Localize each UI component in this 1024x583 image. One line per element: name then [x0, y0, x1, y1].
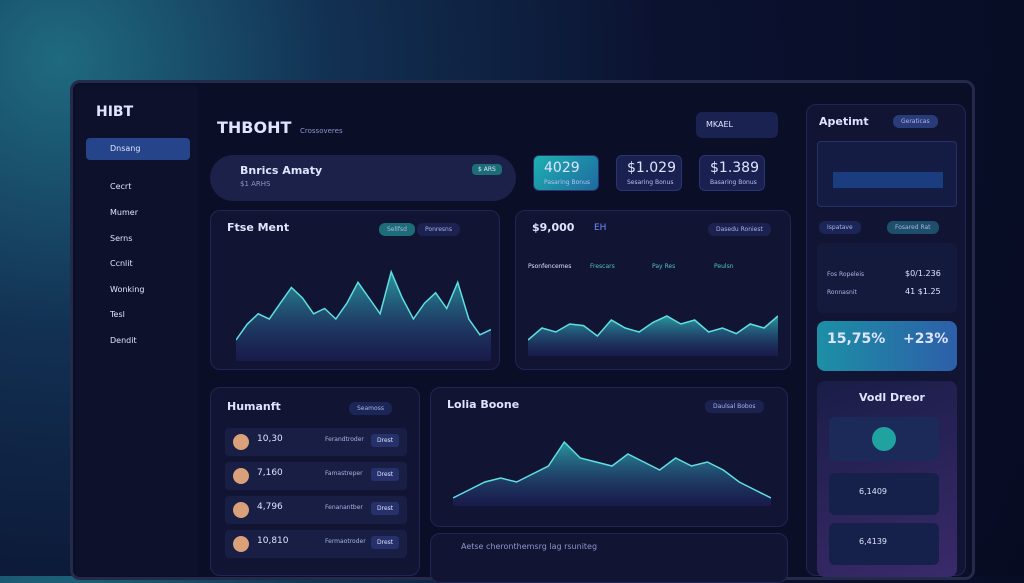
row-label: Ronnasnit [827, 289, 857, 296]
menu-item[interactable]: Mumer [110, 208, 138, 217]
item-label: Fermaotroder [325, 538, 366, 545]
list-panel: Humanft Seamoss 10,30 Ferandtroder Drest 7,… [210, 387, 420, 576]
stat-label: Basaring Bonus [710, 179, 757, 186]
chart-unit: EH [594, 223, 607, 233]
menu-item[interactable]: Dnsang [86, 138, 190, 160]
highlight-right: +23% [903, 331, 949, 347]
avatar [233, 434, 249, 450]
menu-item[interactable]: Tesl [110, 310, 125, 319]
menu-item[interactable]: Wonking [110, 284, 145, 294]
highlight-left: 15,75% [827, 331, 886, 347]
chart-plot [236, 269, 491, 361]
item-action[interactable]: Drest [371, 434, 400, 447]
row-label: Fos Ropeleis [827, 271, 865, 278]
stat-card: $1.389 Basaring Bonus [699, 155, 765, 191]
legend-item: Frescars [590, 263, 615, 270]
bottom-panel: Aetse cheronthemsrg lag rsuniteg [430, 533, 788, 583]
list-item: 10,30 Ferandtroder Drest [225, 428, 407, 456]
summary-subtitle: $1 ARHS [240, 180, 271, 188]
stat-value: $1.029 [627, 160, 676, 176]
menu-item[interactable]: Cecrt [110, 182, 132, 191]
chart-plot [453, 440, 771, 506]
summary-title: Bnrics Amaty [240, 164, 323, 177]
highlight-card: 15,75% +23% [817, 321, 957, 371]
stat-label: Pasaring Bonus [544, 179, 590, 186]
avatar [233, 536, 249, 552]
chart-panel: $9,000 EH Dasedu Roniest Psonfencemes Fresca… [515, 210, 791, 370]
list-item: 7,160 Famastreper Drest [225, 462, 407, 490]
wallet-item: 6,1409 [829, 473, 939, 515]
item-value: 7,160 [257, 468, 283, 478]
item-label: Famastreper [325, 470, 363, 477]
chart-title: $9,000 [532, 221, 575, 234]
chart-tab[interactable]: Dasedu Roniest [708, 223, 771, 236]
list-filter[interactable]: Seamoss [349, 402, 392, 415]
legend-item: Pay Res [652, 263, 676, 270]
chart-title: Lolia Boone [447, 398, 520, 411]
page-subtitle: Crossoveres [300, 127, 343, 135]
menu-item[interactable]: Ccnlit [110, 259, 133, 268]
avatar [233, 502, 249, 518]
right-chart [817, 141, 957, 207]
page-title: THBOHT [217, 118, 292, 137]
chart-panel: Lolia Boone Daulsal Bobos [430, 387, 788, 527]
sidebar: HIBT Dnsang Cecrt Mumer Serns Ccnlit Wonking T… [76, 86, 198, 576]
legend-item: Peulsn [714, 263, 734, 270]
item-action[interactable]: Drest [371, 536, 400, 549]
header-button[interactable]: MKAEL [696, 112, 778, 138]
line [528, 315, 778, 341]
right-tab[interactable]: Fosared Rat [887, 221, 939, 234]
wallet-card: Vodl Dreor 6,1409 6,4139 [817, 381, 957, 577]
area [453, 442, 771, 506]
stat-label: Sesaring Bonus [627, 179, 674, 186]
list-item: 4,796 Fenanantber Drest [225, 496, 407, 524]
row-value: 41 $1.25 [905, 287, 941, 296]
stat-value: 4029 [544, 160, 580, 176]
right-table: Fos Ropeleis $0/1.236 Ronnasnit 41 $1.25 [817, 243, 957, 313]
area [236, 271, 491, 361]
right-button[interactable]: Geraticas [893, 115, 938, 128]
row-value: $0/1.236 [905, 269, 941, 278]
item-value: 4,796 [257, 502, 283, 512]
right-panel: Apetimt Geraticas Ispatave Fosared Rat F… [806, 104, 966, 577]
wallet-item: 6,4139 [829, 523, 939, 565]
right-title: Apetimt [819, 115, 869, 128]
line [453, 440, 771, 499]
item-action[interactable]: Drest [371, 502, 400, 515]
chart-plot [528, 315, 778, 356]
legend-item: Psonfencemes [528, 263, 572, 270]
wallet-title: Vodl Dreor [859, 391, 925, 404]
stat-card: $1.029 Sesaring Bonus [616, 155, 682, 191]
summary-pill: Bnrics Amaty $1 ARHS $ ARS [210, 155, 516, 201]
item-label: Ferandtroder [325, 436, 364, 443]
stat-card: 4029 Pasaring Bonus [533, 155, 599, 191]
right-tab[interactable]: Ispatave [819, 221, 861, 234]
avatar [233, 468, 249, 484]
list-item: 10,810 Fermaotroder Drest [225, 530, 407, 558]
summary-badge: $ ARS [472, 164, 502, 175]
item-action[interactable]: Drest [371, 468, 400, 481]
chart-panel: Ftse Ment Sellfsd Ponresns [210, 210, 500, 370]
chart-title: Ftse Ment [227, 221, 290, 234]
menu-item[interactable]: Serns [110, 233, 133, 243]
bottom-title: Aetse cheronthemsrg lag rsuniteg [461, 542, 598, 551]
list-title: Humanft [227, 400, 281, 413]
menu-item[interactable]: Dendit [110, 335, 137, 345]
chart-tab[interactable]: Ponresns [417, 223, 460, 236]
item-value: 10,30 [257, 434, 283, 444]
chart-tab[interactable]: Sellfsd [379, 223, 415, 236]
chart-tab[interactable]: Daulsal Bobos [705, 400, 764, 413]
logo: HIBT [96, 104, 134, 120]
area [528, 316, 778, 356]
item-label: Fenanantber [325, 504, 363, 511]
line [236, 269, 491, 341]
item-value: 10,810 [257, 536, 289, 546]
stat-value: $1.389 [710, 160, 759, 176]
